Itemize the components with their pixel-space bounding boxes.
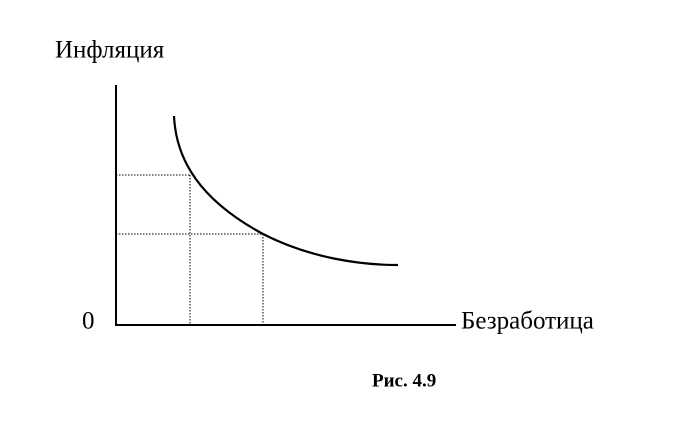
caption: Рис. 4.9 xyxy=(372,370,436,391)
y-axis-label: Инфляция xyxy=(55,37,165,64)
origin-label: 0 xyxy=(82,308,95,335)
phillips-curve xyxy=(172,115,399,267)
guides xyxy=(116,174,264,325)
x-axis-label: Безработица xyxy=(461,308,594,335)
